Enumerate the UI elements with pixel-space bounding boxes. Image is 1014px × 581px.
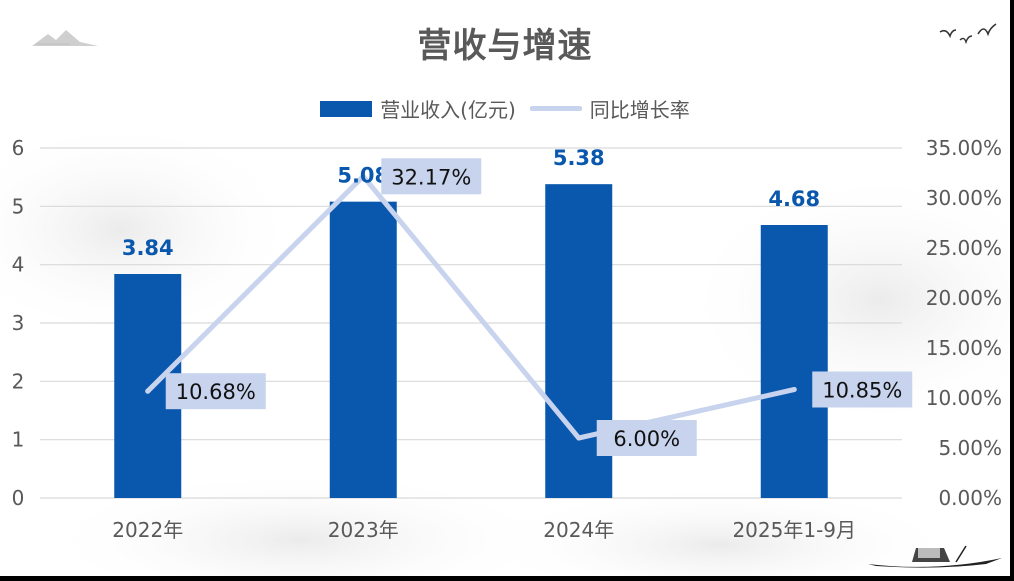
- y-left-tick-label: 6: [12, 136, 25, 160]
- line-data-label-box: [381, 158, 482, 195]
- chart-title: 营收与增速: [417, 26, 593, 66]
- legend-swatch-bar: [320, 100, 373, 117]
- growth-line: [145, 173, 797, 441]
- y-left-tick-label: 3: [12, 311, 25, 335]
- birds-decoration-icon: [939, 23, 997, 45]
- line-point: [360, 173, 366, 179]
- y-right-tick-label: 0.00%: [938, 486, 1002, 510]
- line-data-label: 10.85%: [822, 379, 902, 403]
- y-right-tick-label: 35.00%: [926, 136, 1002, 160]
- boat-decoration-icon: [868, 545, 1002, 568]
- bar-data-label: 3.84: [122, 236, 174, 260]
- y-left-tick-label: 4: [12, 253, 25, 277]
- line-data-label-box: [165, 373, 266, 410]
- line-point: [145, 388, 151, 394]
- x-tick-label: 2023年: [328, 518, 399, 542]
- bar-data-label: 4.68: [768, 187, 820, 211]
- line-point: [576, 435, 582, 441]
- legend-label-growth: 同比增长率: [589, 98, 690, 122]
- y-left-tick-label: 5: [12, 194, 25, 218]
- bar-data-label: 5.38: [553, 146, 605, 170]
- line-data-label-box: [812, 371, 913, 408]
- y-left-tick-label: 1: [12, 428, 25, 452]
- bar: [760, 225, 828, 498]
- bar-data-label: 5.08: [337, 164, 389, 188]
- y-right-tick-label: 30.00%: [926, 186, 1002, 210]
- y-left-tick-label: 2: [12, 369, 25, 393]
- y-left-tick-label: 0: [12, 486, 25, 510]
- legend-swatch-line: [529, 106, 582, 111]
- bar: [329, 201, 397, 498]
- line-data-label: 10.68%: [176, 380, 256, 404]
- legend-label-revenue: 营业收入(亿元): [380, 98, 516, 122]
- x-tick-label: 2024年: [543, 518, 614, 542]
- y-right-tick-label: 25.00%: [926, 236, 1002, 260]
- line-data-label-box: [596, 420, 697, 456]
- legend-item-growth: 同比增长率: [529, 94, 690, 123]
- y-right-tick-label: 15.00%: [926, 336, 1002, 360]
- legend-item-revenue: 营业收入(亿元): [320, 94, 516, 123]
- line-data-label: 6.00%: [613, 427, 680, 451]
- line-data-label: 32.17%: [391, 165, 471, 189]
- line-point: [791, 387, 797, 392]
- y-right-tick-label: 10.00%: [926, 386, 1002, 410]
- x-tick-label: 2025年1-9月: [732, 518, 856, 542]
- x-tick-label: 2022年: [112, 518, 183, 542]
- y-right-tick-label: 5.00%: [938, 436, 1002, 460]
- legend: 营业收入(亿元) 同比增长率: [0, 94, 1010, 123]
- y-right-tick-label: 20.00%: [926, 286, 1002, 310]
- mountain-decoration-icon: [32, 30, 98, 46]
